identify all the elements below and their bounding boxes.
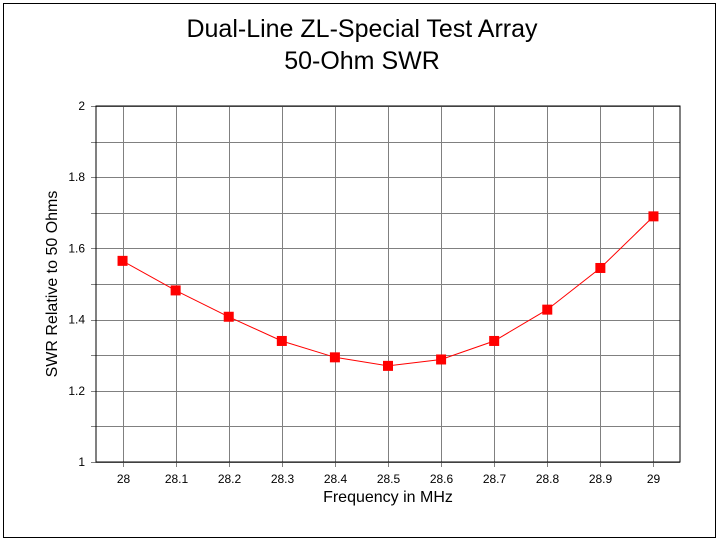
data-point [170, 285, 181, 296]
grid [91, 106, 680, 467]
data-point [648, 211, 659, 222]
x-tick-label: 28.7 [483, 472, 507, 486]
chart-title: Dual-Line ZL-Special Test Array [186, 15, 538, 43]
y-tick-label: 1 [78, 455, 85, 469]
x-tick-label: 28.3 [271, 472, 295, 486]
y-axis: 1 1.2 1.4 1.6 1.8 2 [68, 99, 85, 469]
data-point [542, 304, 553, 315]
x-tick-label: 28.5 [377, 472, 401, 486]
data-point [117, 255, 128, 266]
data-point [276, 335, 287, 346]
chart-subtitle: 50-Ohm SWR [284, 47, 440, 75]
data-point [595, 262, 606, 273]
x-tick-label: 28.4 [324, 472, 348, 486]
x-tick-label: 28.1 [165, 472, 189, 486]
plot-area [95, 105, 681, 463]
x-tick-label: 28 [117, 472, 131, 486]
y-axis-label: SWR Relative to 50 Ohms [44, 191, 61, 378]
data-point [436, 354, 447, 365]
y-tick-label: 1.4 [68, 313, 85, 327]
series-swr [117, 211, 659, 371]
x-tick-label: 28.9 [589, 472, 613, 486]
data-point [383, 360, 393, 371]
data-point [329, 352, 340, 363]
y-tick-label: 2 [78, 99, 85, 113]
y-tick-label: 1.2 [68, 384, 85, 398]
x-tick-label: 28.2 [218, 472, 242, 486]
x-tick-label: 29 [647, 472, 661, 486]
data-point [223, 311, 234, 322]
x-tick-label: 28.6 [430, 472, 454, 486]
y-tick-label: 1.8 [68, 170, 85, 184]
x-axis-label: Frequency in MHz [323, 489, 453, 506]
x-axis: 28 28.1 28.2 28.3 28.4 28.5 28.6 28.7 28.8 28.9 29 [117, 472, 661, 486]
data-point [489, 335, 500, 346]
x-tick-label: 28.8 [536, 472, 560, 486]
y-tick-label: 1.6 [68, 241, 85, 255]
